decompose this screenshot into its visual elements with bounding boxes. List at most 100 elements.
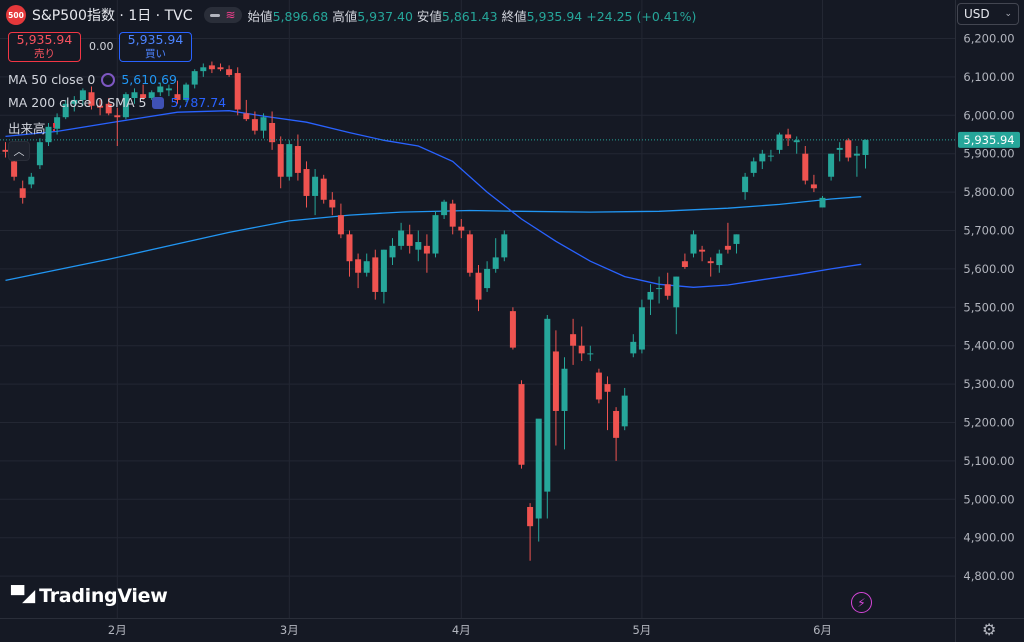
candle-body [570,334,577,346]
candle-body [561,368,568,411]
candle [251,111,258,135]
candle-body [595,372,602,400]
candle-body [423,245,430,254]
candle-body [853,153,860,156]
candle [122,92,129,120]
ma50-value: 5,610.69 [121,72,177,87]
candle-body [578,345,585,354]
low-label: 安値 [416,8,442,24]
candle-body [251,119,258,131]
candle-body [647,291,654,300]
price-tick-label: 5,400.00 [963,339,1014,353]
candle-body [226,69,233,75]
candle [449,199,456,235]
candle [54,113,61,135]
candle-body [492,257,499,269]
time-axis[interactable]: 2月 3月 4月 5月 6月 [108,623,832,637]
price-tick-label: 5,700.00 [963,224,1014,238]
open-value: 5,896.68 [272,8,329,24]
candle-body [200,67,207,72]
candle-body [613,410,620,438]
symbol-title[interactable]: S&P500指数 · 1日 · TVC [32,8,193,24]
candle-body [88,92,95,106]
candle-body [389,245,396,258]
candle-body [114,115,121,118]
candle [346,230,353,277]
candle-body [243,113,250,120]
candle [131,88,138,104]
candle [234,67,241,116]
candle [2,142,9,158]
chevron-up-icon: ︿ [13,145,25,158]
candle [337,203,344,239]
candle [28,172,35,189]
volume-legend[interactable]: 出来高 ! [8,118,57,137]
candle [355,253,362,289]
candle-body [260,117,267,131]
candle-body [664,284,671,296]
candle-body [767,155,774,157]
candle-body [527,506,534,527]
price-tick-label: 6,000.00 [963,108,1014,122]
candle [200,63,207,77]
price-tick-label: 6,200.00 [963,32,1014,46]
candle [656,276,663,304]
candle [165,84,172,97]
candle-body [217,67,224,70]
candle [802,146,809,185]
candle [415,230,422,262]
candle [527,503,534,561]
candle-body [802,153,809,181]
candle [475,265,482,312]
candle-body [269,122,276,143]
currency-selector[interactable]: USD ⌄ [957,3,1019,25]
price-tick-label: 5,900.00 [963,147,1014,161]
ma200-legend[interactable]: MA 200 close 0 SMA 5 5,787.74 [8,95,226,110]
candle-body [828,153,835,177]
candle [380,249,387,304]
candle-body [690,234,697,254]
candle-body [363,261,370,273]
candle-body [286,144,293,177]
candle [759,149,766,170]
candle-body [71,99,78,104]
candle [570,318,577,365]
lightning-icon[interactable]: ⚡ [851,592,872,613]
collapse-legend-button[interactable]: ︿ [8,141,30,161]
candle-body [355,259,362,273]
chart-header: 500 S&P500指数 · 1日 · TVC ≋ 始値5,896.68 高値5… [6,4,696,26]
candle [664,272,671,300]
candle-body [776,134,783,150]
price-tick-label: 5,500.00 [963,300,1014,314]
candle [105,98,112,116]
candle [681,253,688,269]
buy-button[interactable]: 5,935.94 買い [119,32,192,62]
warning-icon[interactable]: ! [51,121,57,134]
candle [45,122,52,147]
time-tick-label: 5月 [632,623,651,637]
candle [613,407,620,461]
candle-body [54,117,61,129]
candle-body [36,142,43,166]
candle-body [79,90,86,100]
chart-type-toggle[interactable]: ≋ [204,7,242,23]
sell-button[interactable]: 5,935.94 売り [8,32,81,62]
price-tick-label: 6,100.00 [963,70,1014,84]
ma50-legend[interactable]: MA 50 close 0 5,610.69 [8,72,177,87]
gear-icon[interactable]: ⚙ [982,620,997,639]
price-axis[interactable]: 4,800.00 4,900.00 5,000.00 5,100.00 5,200.00… [963,32,1014,584]
candle-body [380,249,387,292]
candle-body [587,353,594,355]
high-label: 高値 [332,8,358,24]
candle-body [759,153,766,162]
candle [699,245,706,262]
candle-body [406,234,413,246]
candle-body [750,161,757,173]
candle-body [45,126,52,143]
candle-body [97,105,104,108]
symbol-logo[interactable]: 500 [6,5,26,25]
candle [793,136,800,154]
candle-body [320,178,327,200]
